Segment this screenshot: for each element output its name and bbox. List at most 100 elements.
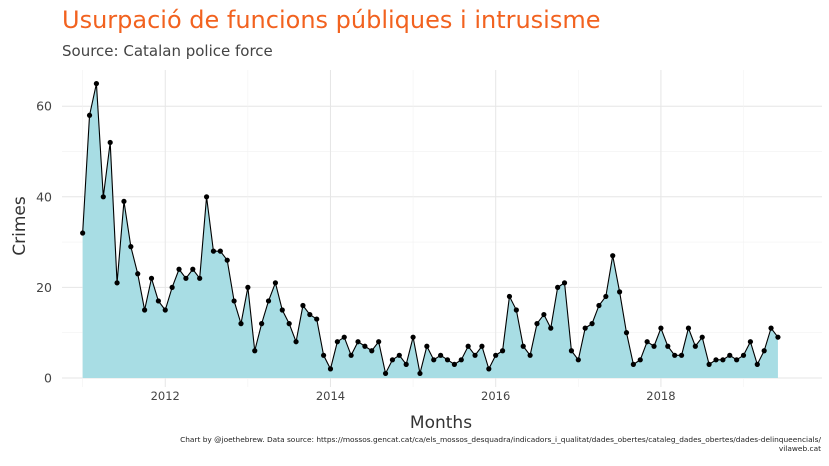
chart-caption: Chart by @joethebrew. Data source: https…	[180, 435, 821, 453]
data-point	[582, 325, 588, 331]
data-point	[651, 343, 657, 349]
data-point	[382, 370, 389, 377]
data-point	[210, 248, 217, 254]
y-tick-label: 20	[36, 280, 52, 295]
data-point	[713, 357, 719, 363]
data-point	[252, 348, 258, 354]
caption-source: Chart by @joethebrew. Data source: https…	[180, 435, 821, 444]
data-point	[685, 325, 692, 331]
data-point	[320, 352, 327, 358]
data-point	[451, 361, 457, 367]
data-point	[472, 352, 478, 358]
data-point	[493, 352, 499, 358]
data-point	[527, 352, 533, 358]
data-point	[720, 357, 726, 363]
data-point	[644, 339, 650, 345]
data-point	[630, 361, 636, 367]
y-axis-label: Crimes	[10, 196, 30, 256]
data-point	[637, 357, 643, 363]
data-point	[93, 80, 100, 87]
data-point	[286, 321, 292, 327]
y-tick-labels: 0 20 40 60	[36, 99, 52, 386]
data-point	[231, 298, 237, 304]
data-point	[114, 280, 120, 286]
data-point	[706, 361, 712, 367]
caption-site: vilaweb.cat	[778, 444, 821, 453]
data-point	[692, 343, 698, 349]
data-point	[575, 357, 581, 363]
data-point	[623, 330, 630, 336]
data-point	[775, 334, 781, 340]
data-point	[155, 298, 161, 304]
x-tick-label: 2018	[646, 389, 675, 403]
data-point	[135, 271, 141, 277]
data-point	[417, 370, 423, 377]
data-point	[727, 352, 733, 358]
data-point	[761, 348, 767, 354]
data-point	[534, 321, 540, 327]
data-point	[568, 348, 575, 354]
data-point	[403, 361, 409, 367]
data-point	[327, 366, 334, 372]
data-point	[369, 348, 375, 354]
data-point	[438, 352, 444, 358]
data-point	[348, 352, 354, 358]
data-point	[555, 284, 561, 290]
data-point	[699, 334, 705, 340]
data-point	[238, 321, 244, 327]
data-point	[610, 253, 616, 259]
data-point	[513, 307, 519, 313]
data-point	[128, 244, 134, 250]
data-point	[561, 280, 568, 286]
data-point	[596, 302, 602, 309]
chart-title: Usurpació de funcions públiques i intrus…	[62, 6, 601, 34]
data-point	[279, 307, 285, 313]
data-point	[217, 248, 223, 254]
x-tick-label: 2016	[481, 389, 510, 403]
data-point	[183, 275, 189, 281]
data-point	[162, 307, 168, 313]
data-point	[272, 280, 279, 286]
data-point	[603, 293, 609, 300]
data-point	[431, 357, 437, 363]
data-point	[486, 366, 492, 372]
data-point	[190, 266, 196, 272]
data-point	[396, 352, 402, 358]
data-point	[410, 334, 416, 340]
data-point	[245, 284, 251, 290]
data-point	[376, 339, 382, 345]
data-point	[589, 321, 595, 327]
y-tick-label: 40	[36, 189, 52, 204]
data-point	[341, 334, 347, 340]
data-point	[499, 348, 506, 354]
data-point	[293, 339, 299, 345]
data-point	[520, 343, 526, 349]
data-point	[479, 343, 485, 349]
data-point	[169, 284, 175, 290]
data-point	[389, 357, 396, 363]
x-tick-label: 2014	[316, 389, 345, 403]
x-axis-label: Months	[410, 413, 472, 433]
data-point	[768, 325, 774, 331]
chart-subtitle: Source: Catalan police force	[62, 42, 273, 60]
data-point	[617, 289, 623, 295]
data-point	[314, 316, 320, 322]
data-point	[100, 194, 106, 200]
data-point	[424, 343, 430, 349]
data-point	[465, 343, 471, 349]
data-point	[740, 352, 747, 358]
data-point	[300, 302, 306, 309]
y-tick-label: 60	[36, 99, 52, 114]
data-point	[142, 307, 148, 313]
data-point	[658, 325, 664, 331]
x-tick-labels: 2012 2014 2016 2018	[151, 389, 676, 403]
data-point	[80, 230, 86, 236]
data-point	[734, 357, 740, 363]
data-point	[355, 339, 361, 345]
data-point	[307, 311, 313, 318]
data-point	[148, 275, 155, 281]
data-point	[107, 139, 113, 146]
data-point	[224, 257, 230, 263]
data-point	[672, 352, 678, 358]
